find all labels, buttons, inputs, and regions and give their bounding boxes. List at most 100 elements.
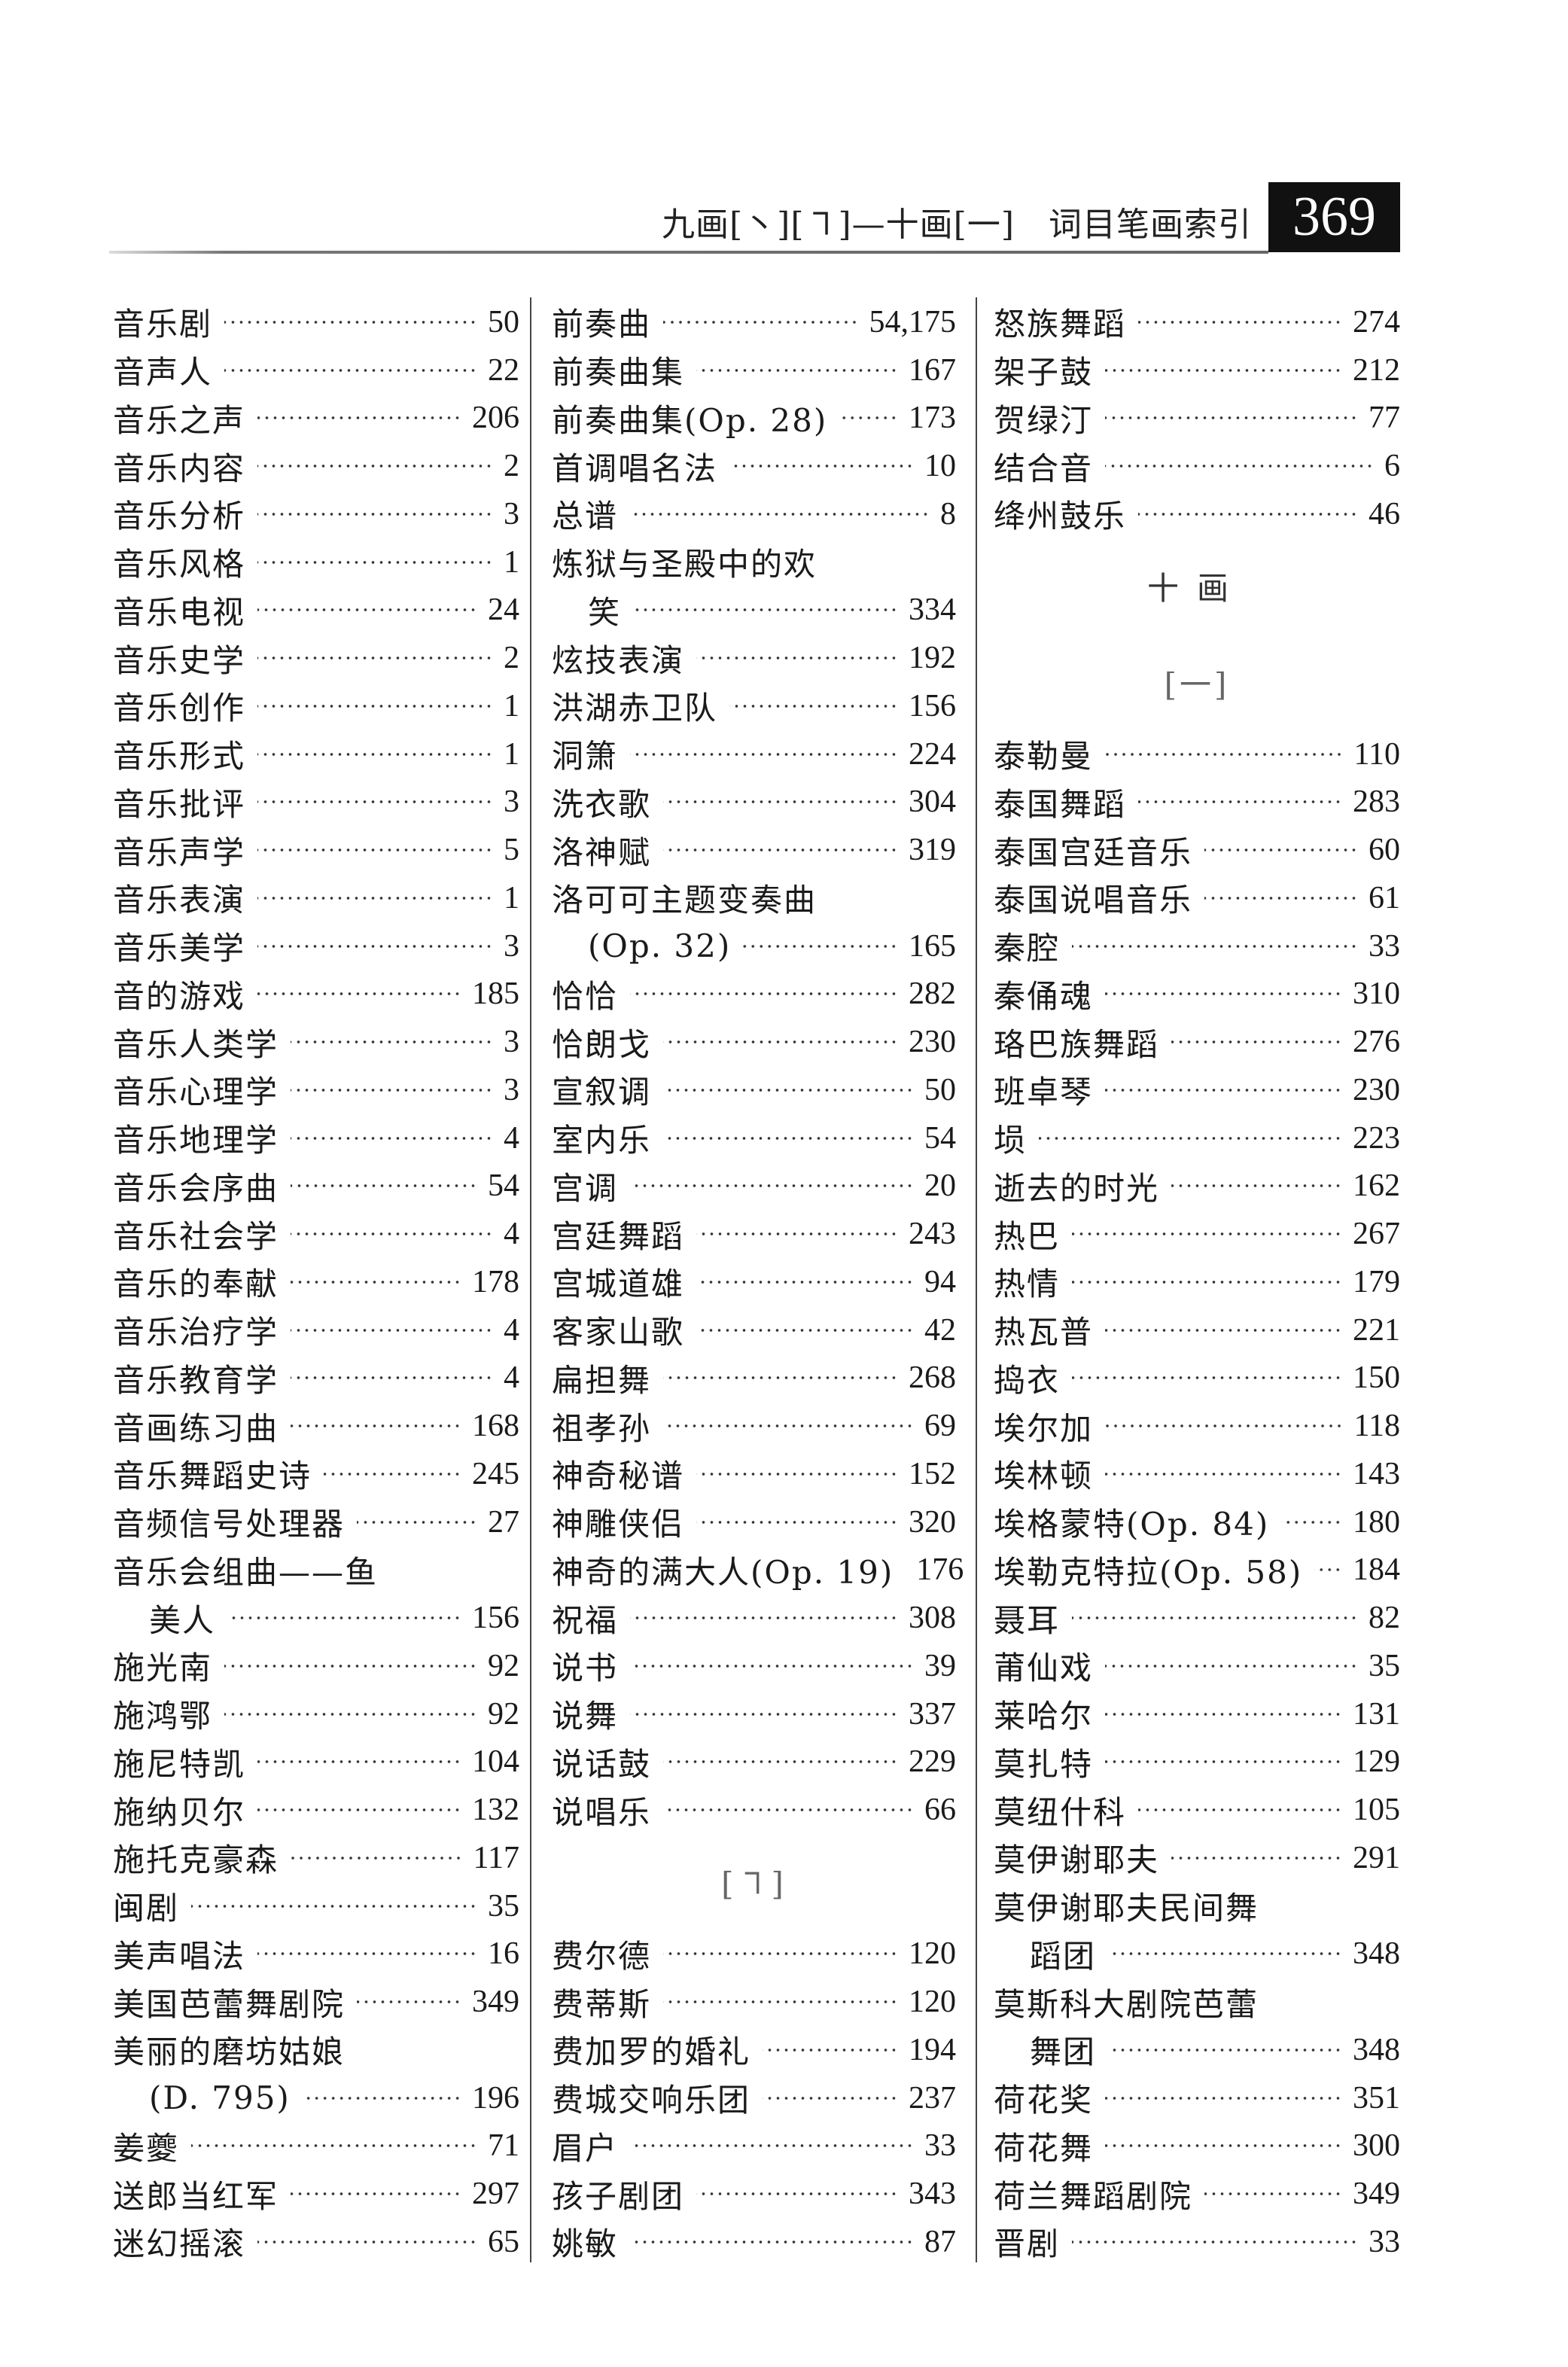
index-entry: 荷兰舞蹈剧院 349 <box>994 2170 1400 2218</box>
entry-term: 音乐之声 <box>113 401 246 439</box>
index-entry: 姜夔 71 <box>113 2122 519 2171</box>
entry-page: 283 <box>1353 784 1400 820</box>
entry-term: 神奇秘谱 <box>552 1458 685 1495</box>
index-entry: 美丽的磨坊姑娘 <box>113 2026 519 2074</box>
entry-page: 230 <box>909 1025 956 1060</box>
entry-term: 客家山歌 <box>552 1314 685 1351</box>
entry-page: 276 <box>1353 1025 1400 1060</box>
index-entry: 音乐之声 206 <box>113 394 519 443</box>
entry-term: 绛州鼓乐 <box>994 498 1127 535</box>
index-entry: 炼狱与圣殿中的欢 <box>552 538 956 586</box>
index-entry: 送郎当红军 297 <box>113 2170 519 2218</box>
entry-page: 54 <box>924 1120 956 1156</box>
dot-leader <box>839 414 898 422</box>
entry-page: 237 <box>909 2080 956 2116</box>
entry-term: 说话鼓 <box>552 1745 652 1783</box>
entry-term: 音画练习曲 <box>113 1409 279 1447</box>
index-entry: 音乐舞蹈史诗 245 <box>113 1450 519 1498</box>
entry-term: 莫伊谢耶夫民间舞 <box>994 1890 1259 1927</box>
entry-term: 热瓦普 <box>994 1314 1094 1351</box>
entry-term: 室内乐 <box>552 1122 652 1159</box>
index-entry: 洪湖赤卫队 156 <box>552 682 956 730</box>
entry-page: 131 <box>1353 1696 1400 1732</box>
entry-page: 304 <box>909 784 956 820</box>
entry-page: 349 <box>1353 2177 1400 2212</box>
entry-term: 音乐分析 <box>113 498 246 535</box>
entry-page: 50 <box>924 1072 956 1107</box>
entry-page: 117 <box>473 1840 519 1875</box>
entry-term: 炫技表演 <box>552 641 685 679</box>
index-entry: 前奏曲集(Op. 28) 173 <box>552 394 956 443</box>
index-entry: 莫纽什科 105 <box>994 1786 1400 1834</box>
entry-page: 60 <box>1369 833 1400 868</box>
dot-leader <box>1204 2190 1342 2198</box>
index-entry: 音乐教育学 4 <box>113 1354 519 1403</box>
entry-term: (Op. 32) <box>588 928 732 965</box>
index-entry: 热巴 267 <box>994 1210 1400 1258</box>
index-entry: 音乐创作 1 <box>113 682 519 730</box>
entry-term: 音声人 <box>113 354 213 391</box>
index-entry: 笑 334 <box>552 586 956 635</box>
entry-page: 4 <box>504 1360 519 1396</box>
dot-leader <box>257 750 493 758</box>
entry-term: 费加罗的婚礼 <box>552 2033 751 2071</box>
index-entry: 神奇秘谱 152 <box>552 1450 956 1498</box>
dot-leader <box>729 702 898 710</box>
index-entry: 洛可可主题变奏曲 <box>552 874 956 922</box>
dot-leader <box>1138 798 1342 806</box>
index-entry: 逝去的时光 162 <box>994 1162 1400 1211</box>
entry-term: 音乐声学 <box>113 833 246 871</box>
entry-term: 音乐舞蹈史诗 <box>113 1458 312 1495</box>
entry-term: 埙 <box>994 1122 1028 1159</box>
entry-term: 宣叙调 <box>552 1074 652 1111</box>
entry-page: 320 <box>909 1504 956 1540</box>
dot-leader <box>763 2094 898 2102</box>
index-entry: 总谱 8 <box>552 490 956 538</box>
dot-leader <box>291 2190 461 2198</box>
entry-page: 267 <box>1353 1217 1400 1252</box>
entry-term: 音乐创作 <box>113 690 246 727</box>
entry-page: 2 <box>504 449 519 484</box>
dot-leader <box>663 1086 914 1094</box>
index-entry: 捣衣 150 <box>994 1354 1400 1403</box>
entry-term: 音乐表演 <box>113 882 246 919</box>
section-heading: 十画 <box>1146 570 1247 607</box>
entry-page: 92 <box>488 1696 519 1732</box>
index-entry: 音频信号处理器 27 <box>113 1498 519 1546</box>
dot-leader <box>630 2238 914 2246</box>
dot-leader <box>1105 1662 1358 1670</box>
dot-leader <box>224 1710 477 1718</box>
dot-leader <box>191 1902 477 1910</box>
dot-leader <box>257 2238 477 2246</box>
entry-term: 洛可可主题变奏曲 <box>552 882 817 919</box>
entry-term: 荷花奖 <box>994 2082 1094 2119</box>
dot-leader <box>1105 1422 1344 1430</box>
entry-term: 宫调 <box>552 1169 619 1207</box>
index-column-1: 音乐剧 50 音声人 22 音乐之声 206 音乐内容 2 音乐分析 3 音乐风格 1 音乐电视 24 音乐… <box>113 298 519 2266</box>
entry-term: 炼狱与圣殿中的欢 <box>552 546 817 583</box>
entry-page: 94 <box>924 1264 956 1299</box>
dot-leader <box>1072 2238 1358 2246</box>
dot-leader <box>357 1998 461 2006</box>
entry-term: 音的游戏 <box>113 977 246 1015</box>
entry-page: 120 <box>909 1985 956 2020</box>
entry-term: 音乐地理学 <box>113 1122 279 1159</box>
dot-leader <box>257 1758 461 1766</box>
index-entry: 孩子剧团 343 <box>552 2170 956 2218</box>
entry-term: 架子鼓 <box>994 354 1094 391</box>
dot-leader <box>663 1134 914 1142</box>
dot-leader <box>1204 846 1358 854</box>
index-entry: 音的游戏 185 <box>113 970 519 1019</box>
dot-leader <box>291 1230 493 1238</box>
entry-term: 荷花舞 <box>994 2129 1094 2167</box>
dot-leader <box>663 1806 914 1814</box>
dot-leader <box>633 606 898 614</box>
dot-leader <box>257 798 493 806</box>
index-entry: 聂耳 82 <box>994 1594 1400 1642</box>
index-column-2: 前奏曲 54,175 前奏曲集 167 前奏曲集(Op. 28) 173 首调唱名法 10 总谱… <box>552 298 964 2266</box>
page-number: 369 <box>1268 182 1400 252</box>
entry-term: 神奇的满大人(Op. 19) <box>552 1553 894 1591</box>
entry-term: 泰国说唱音乐 <box>994 882 1193 919</box>
index-entry: 神奇的满大人(Op. 19) 176 <box>552 1546 964 1595</box>
dot-leader <box>1105 1086 1342 1094</box>
